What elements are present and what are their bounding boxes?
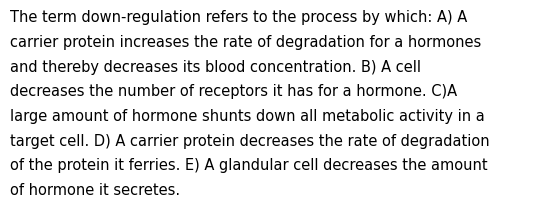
Text: The term down-regulation refers to the process by which: A) A: The term down-regulation refers to the p… xyxy=(10,10,467,25)
Text: decreases the number of receptors it has for a hormone. C)A: decreases the number of receptors it has… xyxy=(10,84,457,99)
Text: and thereby decreases its blood concentration. B) A cell: and thereby decreases its blood concentr… xyxy=(10,60,421,75)
Text: of hormone it secretes.: of hormone it secretes. xyxy=(10,183,180,198)
Text: of the protein it ferries. E) A glandular cell decreases the amount: of the protein it ferries. E) A glandula… xyxy=(10,158,488,173)
Text: carrier protein increases the rate of degradation for a hormones: carrier protein increases the rate of de… xyxy=(10,35,482,50)
Text: large amount of hormone shunts down all metabolic activity in a: large amount of hormone shunts down all … xyxy=(10,109,485,124)
Text: target cell. D) A carrier protein decreases the rate of degradation: target cell. D) A carrier protein decrea… xyxy=(10,134,490,149)
